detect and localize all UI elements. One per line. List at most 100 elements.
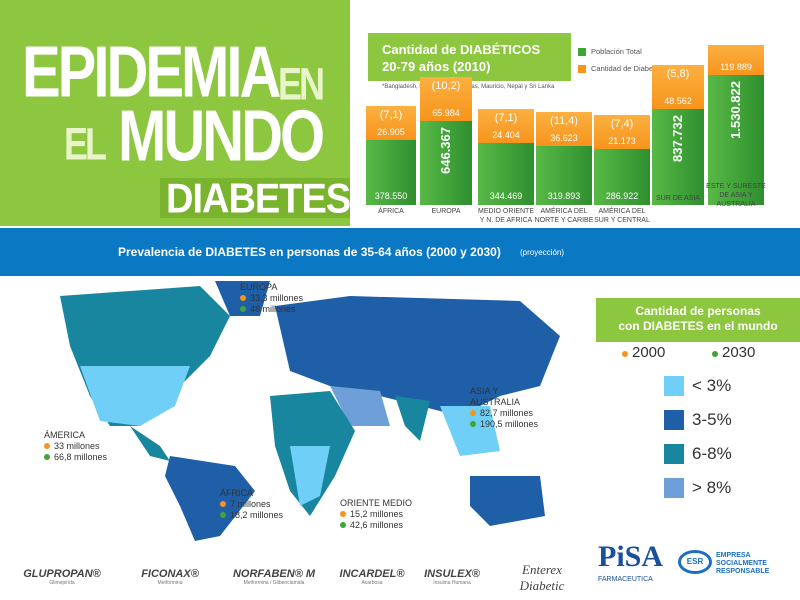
bar-diabeticos: 119.889 bbox=[708, 45, 764, 76]
legend-label: < 3% bbox=[692, 376, 732, 395]
bar-category: AMÉRICA DEL NORTE Y CARIBE bbox=[534, 208, 594, 224]
region-2000: 33 millones bbox=[54, 441, 100, 451]
region-2030: 18,2 millones bbox=[230, 510, 284, 520]
region-label: EUROPA 33,3 millones 48 millones bbox=[240, 282, 303, 315]
bar-diab-label: 36.623 bbox=[550, 132, 578, 143]
bar-pop-label: 344.469 bbox=[489, 190, 523, 201]
bar-category: SUR DE ASIA bbox=[656, 195, 700, 202]
brand-logo: NORFABEN® M Metformina / Glibenclamida bbox=[232, 568, 316, 586]
dot-2000-icon bbox=[220, 501, 226, 507]
dot-2000-icon bbox=[622, 351, 628, 357]
legend-label: 6-8% bbox=[692, 444, 732, 463]
bar-group: (7,1) 26.905 378.550 bbox=[366, 106, 416, 205]
world-map bbox=[60, 281, 560, 541]
brand-logo: INCARDEL® Acarbosa bbox=[330, 568, 414, 586]
esr-text: EMPRESA SOCIALMENTE RESPONSABLE bbox=[716, 552, 770, 575]
europe-asia bbox=[275, 296, 560, 416]
band-subtitle: (proyección) bbox=[520, 248, 565, 257]
diabetes-band: DIABETES bbox=[160, 176, 351, 222]
brand-logo: GLUPROPAN® Glimepirida bbox=[20, 568, 104, 586]
brand-name: GLUPROPAN® bbox=[23, 568, 101, 580]
bar-poblacion: 1.530.822 bbox=[708, 75, 764, 205]
bar-diab-label: 26.905 bbox=[377, 127, 405, 138]
africa-south bbox=[290, 446, 330, 506]
bar-pop-label: 1.530.822 bbox=[728, 81, 743, 139]
bar-pct-label: (7,4) bbox=[610, 117, 634, 130]
legend-swatch bbox=[664, 376, 684, 396]
bar-pop-label: 646.367 bbox=[438, 126, 453, 174]
legend-box: Cantidad de personas con DIABETES en el … bbox=[596, 298, 800, 342]
region-name: ÁFRICA bbox=[220, 488, 254, 498]
dot-2030-icon bbox=[340, 522, 346, 528]
bar-diabeticos: (7,4) 21.173 bbox=[594, 114, 650, 149]
dot-2030-icon bbox=[470, 421, 476, 427]
esr-logo: ESR bbox=[678, 550, 712, 574]
bar-pct-label: (7,1) bbox=[379, 109, 403, 122]
dot-2000-icon bbox=[44, 443, 50, 449]
bar-pop-label: 378.550 bbox=[374, 190, 408, 201]
region-2030: 66,8 millones bbox=[54, 452, 108, 462]
bar-pct-label: (10,2) bbox=[431, 79, 461, 92]
bar-pop-label: 286.922 bbox=[605, 190, 639, 201]
brand-sub: Acarbosa bbox=[361, 580, 383, 586]
bar-pct-label: (11,4) bbox=[550, 114, 578, 127]
bar-pct-label: (7,1) bbox=[494, 112, 518, 125]
brand-sub: Insulina Humana bbox=[433, 580, 471, 586]
brand-name: INCARDEL® bbox=[339, 568, 405, 580]
legend-title-1: Cantidad de personas bbox=[635, 304, 761, 318]
legend-label: Cantidad de Diabeticos (%) bbox=[591, 64, 683, 73]
region-2000: 7 millones bbox=[230, 499, 271, 509]
legend-item: 6-8% bbox=[664, 444, 732, 464]
brand-sub: Metformina / Glibenclamida bbox=[243, 580, 305, 586]
region-name: EUROPA bbox=[240, 282, 278, 292]
bar-diabeticos: (10,2) 65.984 bbox=[420, 76, 472, 121]
legend-item: 3-5% bbox=[664, 410, 732, 430]
region-2030: 42,6 millones bbox=[350, 520, 404, 530]
bar-poblacion: 378.550 bbox=[366, 140, 416, 205]
legend-title-2: con DIABETES en el mundo bbox=[618, 319, 778, 333]
brand-name: Enterex Diabetic bbox=[519, 562, 565, 593]
south-asia bbox=[395, 396, 430, 441]
chart-title: Cantidad de DIABÉTICOS 20-79 años (2010) bbox=[368, 33, 571, 81]
region-2030: 190,5 millones bbox=[480, 419, 539, 429]
bar-pop-label: 837.732 bbox=[670, 114, 685, 162]
dot-2030-icon bbox=[712, 351, 718, 357]
title-diabetes: DIABETES bbox=[166, 176, 351, 223]
brand-logo: FICONAX® Metformina bbox=[128, 568, 212, 586]
legend-2000-label: 2000 bbox=[632, 344, 666, 361]
bar-diabeticos: (7,1) 24.404 bbox=[478, 109, 534, 144]
bar-diab-label: 21.173 bbox=[608, 135, 636, 146]
region-label: ORIENTE MEDIO 15,2 millones 42,6 millone… bbox=[340, 498, 412, 531]
brand-sub: Glimepirida bbox=[49, 580, 75, 586]
legend-2000: 2000 bbox=[622, 344, 665, 361]
pisa-sub: FARMACEUTICA bbox=[598, 576, 653, 583]
dot-2000-icon bbox=[340, 511, 346, 517]
bar-category: ÁFRICA bbox=[378, 208, 404, 215]
brand-name: NORFABEN® M bbox=[232, 568, 316, 580]
region-name: ASIA Y AUSTRALIA bbox=[470, 386, 521, 407]
legend-swatch bbox=[664, 410, 684, 430]
pisa-logo: PiSA bbox=[598, 540, 664, 573]
bar-pop-label: 319.893 bbox=[547, 190, 581, 201]
bar-poblacion: 319.893 bbox=[536, 145, 592, 205]
brand-logo: Enterex Diabetic bbox=[500, 562, 584, 594]
bar-diabeticos: (11,4) 36.623 bbox=[536, 111, 592, 146]
bar-group: (7,1) 24.404 344.469 bbox=[478, 109, 534, 205]
bar-diab-label: 24.404 bbox=[492, 130, 520, 141]
legend-diabeticos: Cantidad de Diabeticos (%) bbox=[578, 64, 682, 73]
bar-group: (10,2) 65.984 646.367 bbox=[420, 76, 472, 205]
region-label: ÁFRICA 7 millones 18,2 millones bbox=[220, 488, 283, 521]
usa-region bbox=[80, 366, 190, 426]
region-2030: 48 millones bbox=[250, 304, 296, 314]
brand-name: INSULEX® bbox=[424, 568, 480, 580]
title-el: EL bbox=[64, 118, 107, 170]
region-2000: 33,3 millones bbox=[250, 293, 304, 303]
title-epidemia: EPIDEMIA bbox=[22, 31, 281, 113]
legend-item: < 3% bbox=[664, 376, 731, 396]
dot-2000-icon bbox=[470, 410, 476, 416]
bar-category: AMÉRICA DEL SUR Y CENTRAL bbox=[594, 208, 650, 224]
bar-group: (5,8) 48.562 837.732 bbox=[652, 64, 704, 205]
bar-group: (7,4) 21.173 286.922 bbox=[594, 114, 650, 205]
bar-diabeticos: (7,1) 26.905 bbox=[366, 106, 416, 141]
brand-name: FICONAX® bbox=[141, 568, 199, 580]
